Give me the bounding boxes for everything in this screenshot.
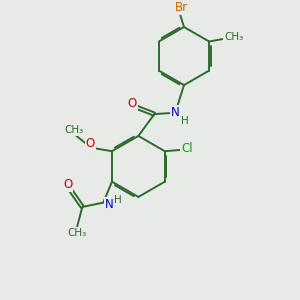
Text: Cl: Cl (182, 142, 193, 155)
Text: N: N (171, 106, 180, 119)
Text: H: H (114, 195, 122, 205)
Text: O: O (86, 136, 95, 150)
Text: CH₃: CH₃ (68, 228, 87, 238)
Text: N: N (105, 198, 113, 212)
Text: CH₃: CH₃ (65, 125, 84, 135)
Text: O: O (128, 97, 136, 110)
Text: H: H (181, 116, 188, 126)
Text: CH₃: CH₃ (224, 32, 244, 42)
Text: Br: Br (175, 1, 188, 14)
Text: O: O (63, 178, 72, 191)
